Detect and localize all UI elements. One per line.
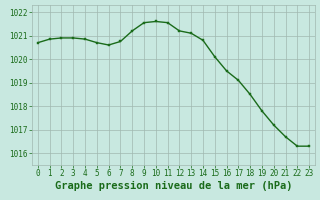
X-axis label: Graphe pression niveau de la mer (hPa): Graphe pression niveau de la mer (hPa) [55,181,292,191]
